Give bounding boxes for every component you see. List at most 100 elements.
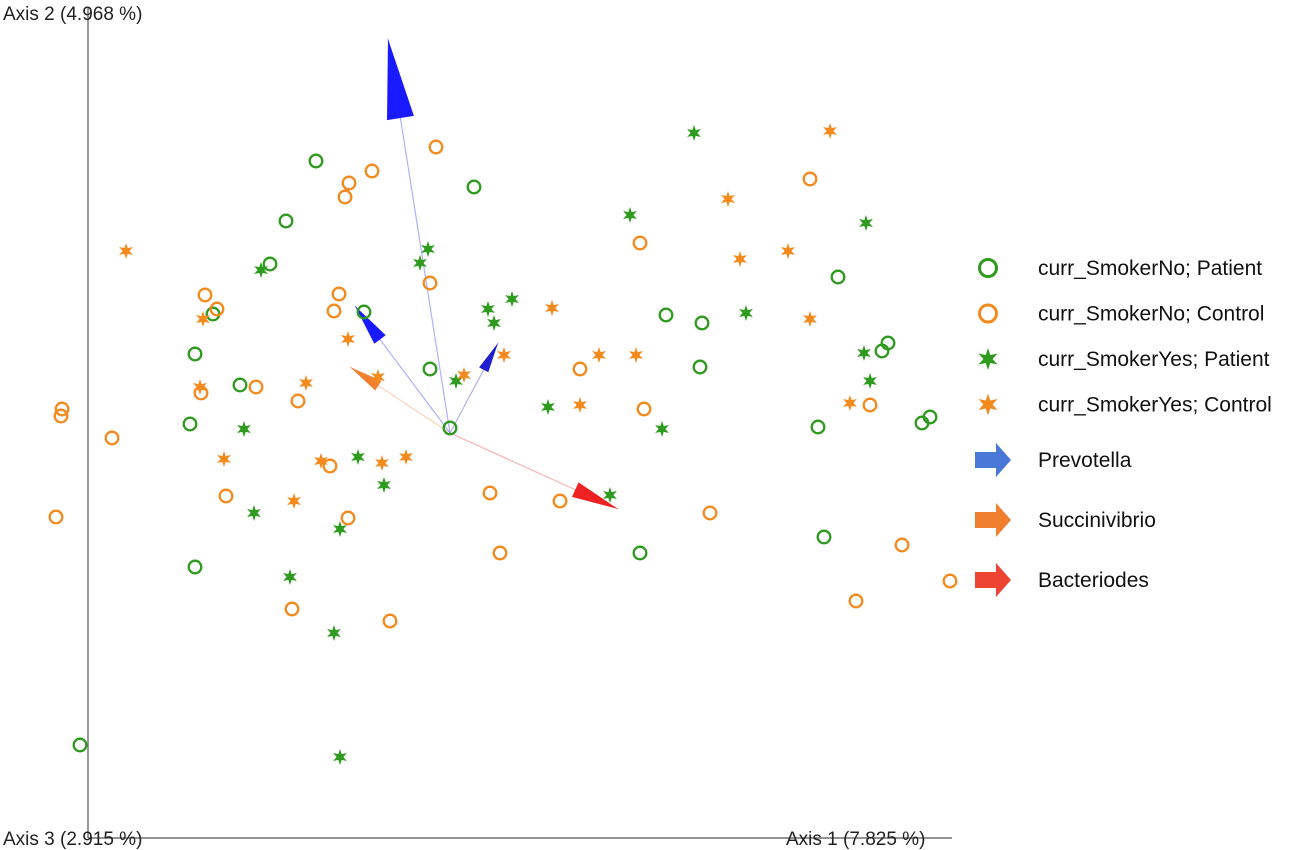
sample-points [48,123,958,765]
data-point-ring [442,420,458,436]
axis-1-label: Axis 1 (7.825 %) [786,829,925,850]
prevotella-arrow-head [387,39,414,121]
legend-arrow-icon [975,443,1011,477]
legend-item-curr-smokerno-patient: curr_SmokerNo; Patient [978,257,1262,280]
axis-2-label: Axis 2 (4.968 %) [3,4,142,25]
legend-item-bacteriodes: Bacteriodes [975,563,1149,597]
data-point-star [623,207,637,223]
data-point-ring [187,559,203,575]
data-point-ring [331,286,347,302]
data-point-ring [48,509,64,525]
data-point-ring [422,361,438,377]
data-point-ring [197,287,213,303]
data-point-ring [308,153,324,169]
series-curr-smokeryes-control [119,123,857,509]
axis-3-label: Axis 3 (2.915 %) [3,829,142,850]
data-point-ring [326,303,342,319]
data-point-ring [632,545,648,561]
data-point-star [629,347,643,363]
legend-item-prevotella: Prevotella [975,443,1132,477]
data-point-ring [278,213,294,229]
legend-label: curr_SmokerYes; Patient [1038,348,1270,371]
data-point-star [333,521,347,537]
legend-ring-marker [978,258,998,278]
data-point-star [413,255,427,271]
data-point-ring [104,430,120,446]
data-point-star [196,311,210,327]
data-point-ring [53,408,69,424]
data-point-ring [356,304,372,320]
data-point-ring [382,613,398,629]
data-point-ring [72,737,88,753]
data-point-ring [54,401,70,417]
data-point-star [592,347,606,363]
legend-arrow-icon [975,503,1011,537]
data-point-star [217,451,231,467]
data-point-ring [942,573,958,589]
data-point-star [721,191,735,207]
data-point-star [739,305,753,321]
data-point-ring [692,359,708,375]
data-point-ring [337,189,353,205]
data-point-star [803,311,817,327]
data-point-ring [466,179,482,195]
data-point-star [254,262,268,278]
data-point-ring [290,393,306,409]
data-point-ring [810,419,826,435]
data-point-ring [422,275,438,291]
legend-star-marker [978,348,998,370]
data-point-star [377,477,391,493]
data-point-ring [341,175,357,191]
loading-3-arrow-head [479,343,498,373]
data-point-star [237,421,251,437]
data-point-star [733,251,747,267]
legend-item-succinivibrio: Succinivibrio [975,503,1156,537]
data-point-ring [284,601,300,617]
data-point-star [573,397,587,413]
legend-ring-marker [978,303,998,324]
data-point-ring [862,397,878,413]
legend-label: Succinivibrio [1038,509,1156,532]
legend-arrow-icon [975,563,1011,597]
series-curr-smokerno-patient [72,153,938,753]
data-point-ring [552,493,568,509]
data-point-star [341,331,355,347]
data-point-star [421,241,435,257]
data-point-star [487,315,501,331]
data-point-star [314,453,328,469]
data-point-ring [816,529,832,545]
data-point-star [287,493,301,509]
series-curr-smokerno-control [48,139,958,629]
data-point-star [655,421,669,437]
legend-item-curr-smokeryes-control: curr_SmokerYes; Control [978,393,1272,417]
data-point-ring [482,485,498,501]
data-point-star [857,345,871,361]
data-point-ring [232,377,248,393]
legend-label: curr_SmokerYes; Control [1038,394,1272,417]
data-point-star [327,625,341,641]
succinivibrio-arrow-head [350,367,382,391]
data-point-star [399,449,413,465]
data-point-ring [830,269,846,285]
data-point-ring [848,593,864,609]
axes-frame [87,8,952,839]
bacteriodes-arrow-head [572,482,618,509]
legend-label: Bacteriodes [1038,569,1149,592]
data-point-star [457,367,471,383]
data-point-ring [922,409,938,425]
data-point-ring [262,256,278,272]
data-point-star [859,215,873,231]
data-point-star [299,375,313,391]
legend-label: Prevotella [1038,449,1132,472]
data-point-star [497,347,511,363]
data-point-star [823,123,837,139]
loading-2-arrow-head [355,306,386,344]
data-point-star [863,373,877,389]
data-point-ring [182,416,198,432]
data-point-ring [880,335,896,351]
data-point-ring [702,505,718,521]
data-point-star [505,291,519,307]
data-point-star [371,369,385,385]
data-point-star [843,395,857,411]
